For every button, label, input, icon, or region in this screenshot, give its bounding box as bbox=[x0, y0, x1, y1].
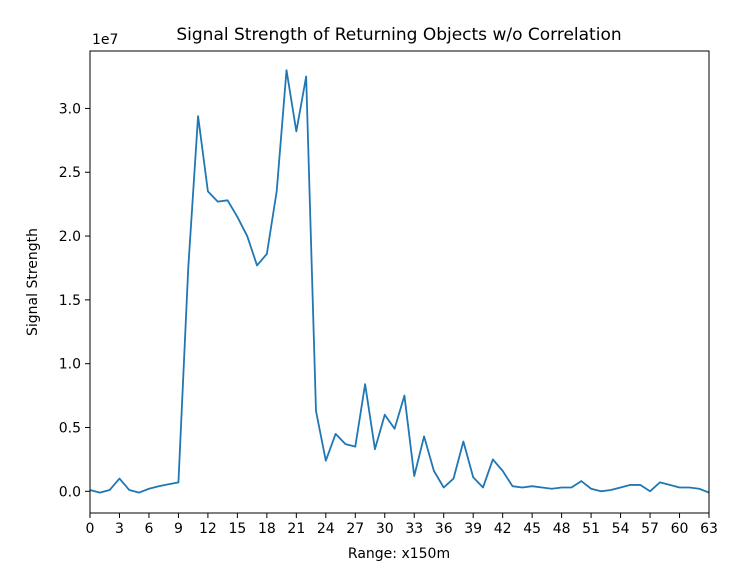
x-axis-label: Range: x150m bbox=[348, 546, 450, 562]
x-tick-label: 51 bbox=[582, 521, 600, 537]
x-tick-label: 12 bbox=[199, 521, 217, 537]
x-tick-label: 45 bbox=[523, 521, 541, 537]
y-tick-label: 2.0 bbox=[59, 229, 81, 245]
y-tick-label: 0.0 bbox=[59, 484, 81, 500]
x-tick-label: 36 bbox=[435, 521, 453, 537]
x-tick-label: 9 bbox=[174, 521, 183, 537]
x-tick-label: 6 bbox=[144, 521, 153, 537]
x-tick-label: 48 bbox=[553, 521, 571, 537]
x-tick-label: 39 bbox=[464, 521, 482, 537]
series-line-0 bbox=[89, 69, 710, 494]
x-tick-label: 24 bbox=[317, 521, 335, 537]
y-axis-offset-label: 1e7 bbox=[92, 32, 118, 48]
x-tick-label: 30 bbox=[376, 521, 394, 537]
plot-area bbox=[89, 69, 710, 494]
x-axis: 0 3 6 9 12 15 18 21 24 27 30 33 36 39 42 45 48 51 54 57 60 63 bbox=[86, 513, 718, 537]
x-tick-label: 15 bbox=[228, 521, 246, 537]
x-tick-label: 42 bbox=[494, 521, 512, 537]
chart-title: Signal Strength of Returning Objects w/o… bbox=[176, 25, 621, 45]
x-tick-label: 60 bbox=[671, 521, 689, 537]
y-tick-label: 1.0 bbox=[59, 357, 81, 373]
y-tick-label: 1.5 bbox=[59, 293, 81, 309]
y-axis-label: Signal Strength bbox=[25, 228, 41, 336]
x-tick-label: 57 bbox=[641, 521, 659, 537]
y-tick-label: 3.0 bbox=[59, 101, 81, 117]
y-axis: 0.0 0.5 1.0 1.5 2.0 2.5 3.0 bbox=[59, 101, 90, 500]
plot-frame bbox=[89, 50, 710, 514]
y-tick-label: 2.5 bbox=[59, 165, 81, 181]
y-tick-label: 0.5 bbox=[59, 420, 81, 436]
x-tick-label: 63 bbox=[700, 521, 718, 537]
x-tick-label: 18 bbox=[258, 521, 276, 537]
x-tick-label: 54 bbox=[612, 521, 630, 537]
x-tick-label: 33 bbox=[405, 521, 423, 537]
x-tick-label: 27 bbox=[346, 521, 364, 537]
x-tick-label: 3 bbox=[115, 521, 124, 537]
x-tick-label: 21 bbox=[287, 521, 305, 537]
x-tick-label: 0 bbox=[86, 521, 95, 537]
